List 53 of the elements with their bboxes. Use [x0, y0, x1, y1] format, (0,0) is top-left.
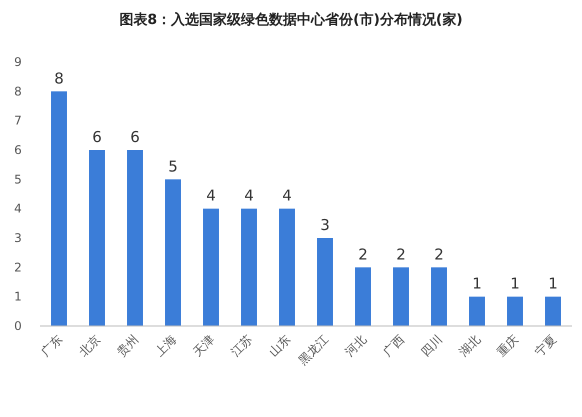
x-tick-label: 贵州 [114, 332, 142, 360]
x-tick-label: 湖北 [456, 332, 484, 360]
x-tick-label: 上海 [152, 332, 180, 360]
y-tick-label: 9 [14, 55, 22, 69]
y-tick-label: 7 [14, 114, 22, 128]
x-tick-label: 重庆 [494, 332, 522, 360]
y-tick-label: 0 [14, 319, 22, 333]
x-tick-label: 天津 [190, 332, 218, 360]
bar [127, 150, 143, 326]
y-tick-label: 5 [14, 172, 22, 186]
bar [165, 179, 181, 326]
data-label: 4 [282, 186, 292, 205]
y-tick-label: 6 [14, 143, 22, 157]
x-tick-label: 广东 [38, 332, 66, 360]
x-tick-label: 宁夏 [532, 332, 560, 360]
data-label: 2 [434, 245, 444, 264]
bar [317, 238, 333, 326]
y-tick-label: 2 [14, 260, 22, 274]
x-tick-label: 河北 [342, 332, 370, 360]
y-tick-label: 8 [14, 84, 22, 98]
bar [241, 208, 257, 326]
data-label: 2 [396, 245, 406, 264]
x-tick-label: 北京 [76, 332, 104, 360]
y-tick-label: 3 [14, 231, 22, 245]
y-tick-label: 1 [14, 290, 22, 304]
y-tick-label: 4 [14, 202, 22, 216]
data-label: 6 [92, 128, 102, 146]
bar [203, 208, 219, 326]
bar [469, 296, 485, 326]
bar [507, 296, 523, 326]
x-tick-label: 四川 [418, 332, 446, 360]
bar [545, 296, 561, 326]
bar [355, 267, 371, 326]
bar [279, 208, 295, 326]
data-label: 3 [320, 216, 330, 234]
bar [393, 267, 409, 326]
data-label: 1 [472, 274, 482, 293]
x-tick-label: 广西 [380, 332, 408, 360]
x-tick-label: 山东 [266, 332, 294, 360]
data-label: 2 [358, 245, 368, 264]
bar [89, 150, 105, 326]
data-label: 6 [130, 128, 140, 146]
data-label: 5 [168, 157, 178, 176]
data-label: 4 [244, 186, 254, 205]
chart-title: 图表8：入选国家级绿色数据中心省份(市)分布情况(家) [119, 11, 463, 28]
x-tick-label: 江苏 [228, 332, 256, 360]
data-label: 1 [548, 274, 558, 293]
data-label: 4 [206, 186, 216, 205]
x-tick-label: 黑龙江 [296, 332, 332, 368]
data-label: 1 [510, 274, 520, 293]
bar [431, 267, 447, 326]
bar [51, 91, 67, 326]
data-label: 8 [54, 69, 64, 88]
